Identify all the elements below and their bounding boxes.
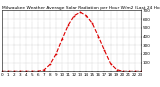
Text: Milwaukee Weather Average Solar Radiation per Hour W/m2 (Last 24 Hours): Milwaukee Weather Average Solar Radiatio…: [2, 6, 160, 10]
